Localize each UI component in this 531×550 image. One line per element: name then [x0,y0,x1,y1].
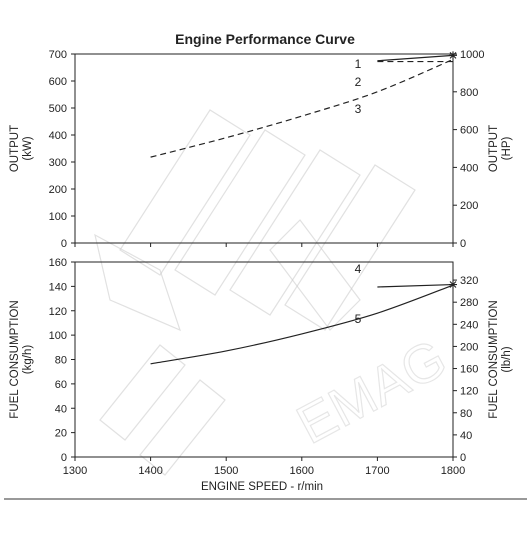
y-tick-label-right: 320 [460,275,478,287]
y-tick-label-left: 700 [49,49,67,61]
axis-title-line: OUTPUT [9,125,21,172]
y-tick-label-right: 280 [460,297,478,309]
y-tick-label-right: 1000 [460,49,484,61]
end-point-marker [449,51,457,60]
x-tick-label: 1500 [214,465,238,477]
y-tick-label-left: 0 [61,452,67,464]
svg-text:EMAG: EMAG [287,328,456,456]
series-line-4 [377,283,454,288]
chart-title: Engine Performance Curve [175,31,355,47]
y-tick-label-left: 0 [61,238,67,250]
curve-label: 1 [355,57,362,71]
y-tick-label-left: 20 [55,428,67,440]
marker-stroke [449,51,457,59]
y-tick-label-right: 600 [460,125,478,137]
curve-label: 2 [355,75,362,89]
axis-title-line: (kg/h) [22,345,34,375]
y-tick-label-right: 0 [460,238,466,250]
fuel-consumption-panel: 0204060801001201401600408012016020024028… [9,257,513,477]
x-tick-label: 1300 [63,465,87,477]
y-tick-label-left: 500 [49,103,67,115]
curve-label: 4 [355,262,362,276]
y-tick-label-left: 120 [49,306,67,318]
y-axis-title-right: FUEL CONSUMPTION(lb/h) [488,300,513,418]
y-tick-label-right: 400 [460,162,478,174]
y-tick-label-left: 140 [49,281,67,293]
series-line-1 [377,54,454,62]
y-tick-label-left: 60 [55,379,67,391]
y-tick-label-left: 160 [49,257,67,269]
y-tick-label-right: 80 [460,408,472,420]
axis-title-line: (lb/h) [501,346,513,372]
y-tick-label-right: 800 [460,87,478,99]
curve-label: 3 [355,102,362,116]
axis-title-line: (HP) [501,137,513,161]
axis-title-line: OUTPUT [488,125,500,172]
y-tick-label-left: 100 [49,211,67,223]
y-tick-label-right: 200 [460,341,478,353]
x-tick-label: 1400 [138,465,162,477]
marker-stroke [449,281,457,288]
y-tick-label-left: 400 [49,130,67,142]
y-axis-title-left: FUEL CONSUMPTION(kg/h) [9,300,34,418]
y-tick-label-left: 300 [49,157,67,169]
y-tick-label-left: 80 [55,355,67,367]
y-tick-label-right: 200 [460,200,478,212]
y-axis-title-left: OUTPUT(kW) [9,125,34,172]
y-tick-label-right: 120 [460,386,478,398]
y-axis-title-right: OUTPUT(HP) [488,125,513,172]
y-tick-label-right: 240 [460,319,478,331]
curve-label: 5 [355,312,362,326]
watermark: EMAG [94,109,457,476]
y-tick-label-left: 600 [49,76,67,88]
axis-title-line: FUEL CONSUMPTION [9,300,21,418]
y-tick-label-left: 40 [55,403,67,415]
y-tick-label-right: 160 [460,364,478,376]
y-tick-label-right: 0 [460,452,466,464]
end-point-marker [449,280,457,289]
series-line-5 [150,284,454,365]
output-panel: 0 100 200 300 400 500 600 700 0 200 400 600 800 1000 O… [9,49,513,250]
series-line-3 [150,58,454,158]
plot-frame [74,53,454,244]
y-tick-label-left: 200 [49,184,67,196]
x-tick-label: 1600 [290,465,314,477]
axis-title-line: FUEL CONSUMPTION [488,300,500,418]
x-axis-title: ENGINE SPEED - r/min [201,481,323,493]
axis-title-line: (kW) [22,136,34,160]
y-tick-label-right: 40 [460,430,472,442]
x-tick-label: 1800 [441,465,465,477]
x-tick-label: 1700 [365,465,389,477]
y-tick-label-left: 100 [49,330,67,342]
